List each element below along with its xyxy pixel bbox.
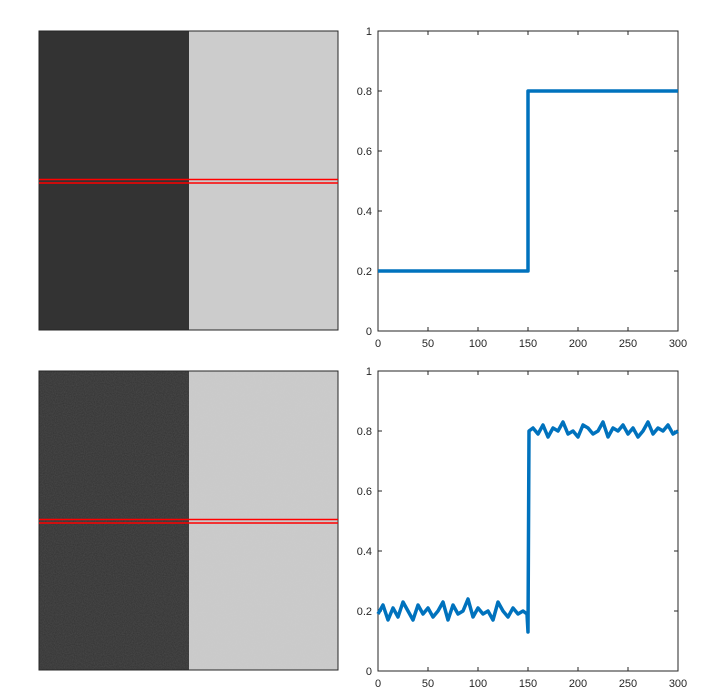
x-tick-label: 100	[469, 338, 487, 350]
x-tick-label: 100	[469, 678, 487, 690]
x-tick-label: 250	[619, 678, 637, 690]
x-tick-label: 150	[519, 678, 537, 690]
image-panel-noisy	[38, 370, 339, 671]
x-tick-label: 150	[519, 338, 537, 350]
y-tick-label: 1	[366, 26, 372, 38]
x-tick-label: 300	[669, 338, 687, 350]
y-tick-label: 0.4	[357, 206, 372, 218]
y-tick-label: 0.6	[357, 146, 372, 158]
profile-plot-clean: 0 50 100 150 200 250 300 0 0.2 0.4 0.6 0.8 1	[357, 26, 687, 350]
x-tick-label: 0	[375, 338, 381, 350]
y-tick-label: 1	[366, 366, 372, 378]
y-tick-label: 0.8	[357, 86, 372, 98]
y-tick-label: 0.2	[357, 606, 372, 618]
y-tick-label: 0.8	[357, 426, 372, 438]
y-tick-label: 0.4	[357, 546, 372, 558]
image-border	[38, 30, 339, 331]
x-tick-label: 250	[619, 338, 637, 350]
series-line	[376, 420, 679, 634]
image-noise-overlay	[39, 371, 338, 670]
x-tick-label: 200	[569, 678, 587, 690]
x-tick-label: 0	[375, 678, 381, 690]
image-left-region	[39, 31, 189, 330]
y-tick-label: 0.2	[357, 266, 372, 278]
x-tick-label: 50	[422, 678, 434, 690]
x-tick-label: 200	[569, 338, 587, 350]
image-right-region	[189, 31, 338, 330]
x-tick-label: 300	[669, 678, 687, 690]
x-tick-label: 50	[422, 338, 434, 350]
y-tick-label: 0	[366, 666, 372, 678]
series-line	[378, 89, 678, 273]
y-tick-label: 0	[366, 326, 372, 338]
y-tick-label: 0.6	[357, 486, 372, 498]
image-panel-clean	[38, 30, 339, 331]
image-border	[38, 370, 339, 671]
profile-plot-noisy: 0 50 100 150 200 250 300 0 0.2 0.4 0.6 0.8 1	[357, 366, 687, 690]
